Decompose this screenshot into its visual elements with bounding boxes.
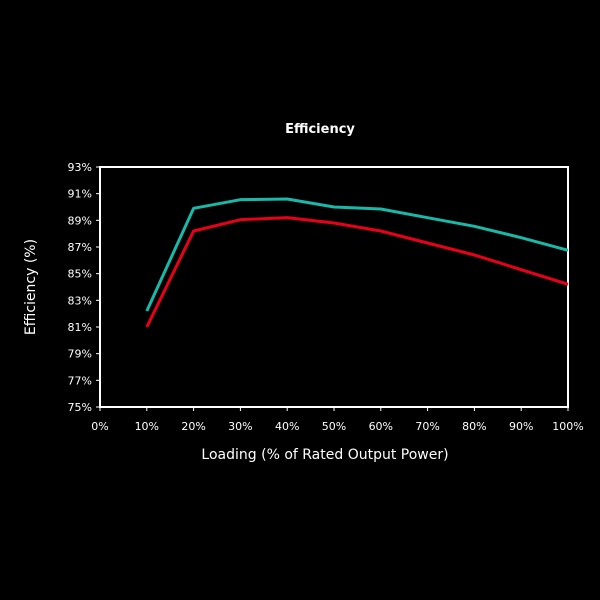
series-line-1	[145, 197, 569, 312]
y-tick-label: 81%	[68, 321, 92, 334]
y-tick-label: 77%	[68, 374, 92, 387]
x-tick-label: 80%	[462, 420, 486, 433]
x-tick-label: 50%	[322, 420, 346, 433]
plot-area-frame	[99, 166, 569, 408]
y-tick-label: 93%	[68, 161, 92, 174]
x-tick-label: 40%	[275, 420, 299, 433]
x-tick-label: 60%	[369, 420, 393, 433]
series-line-2	[145, 216, 569, 328]
x-axis-label: Loading (% of Rated Output Power)	[201, 447, 448, 463]
x-tick-label: 30%	[228, 420, 252, 433]
x-tick-label: 90%	[509, 420, 533, 433]
y-tick-label: 79%	[68, 348, 92, 361]
x-tick-label: 20%	[181, 420, 205, 433]
y-tick-label: 85%	[68, 268, 92, 281]
x-tick-label: 100%	[552, 420, 583, 433]
y-tick-label: 91%	[68, 188, 92, 201]
x-tick-label: 10%	[135, 420, 159, 433]
y-tick-label: 83%	[68, 294, 92, 307]
y-axis-label: Efficiency (%)	[23, 239, 39, 335]
x-tick-label: 70%	[415, 420, 439, 433]
x-tick-label: 0%	[91, 420, 108, 433]
y-tick-label: 75%	[68, 401, 92, 414]
chart-title: Efficiency	[285, 122, 355, 137]
y-tick-label: 89%	[68, 214, 92, 227]
y-tick-label: 87%	[68, 241, 92, 254]
